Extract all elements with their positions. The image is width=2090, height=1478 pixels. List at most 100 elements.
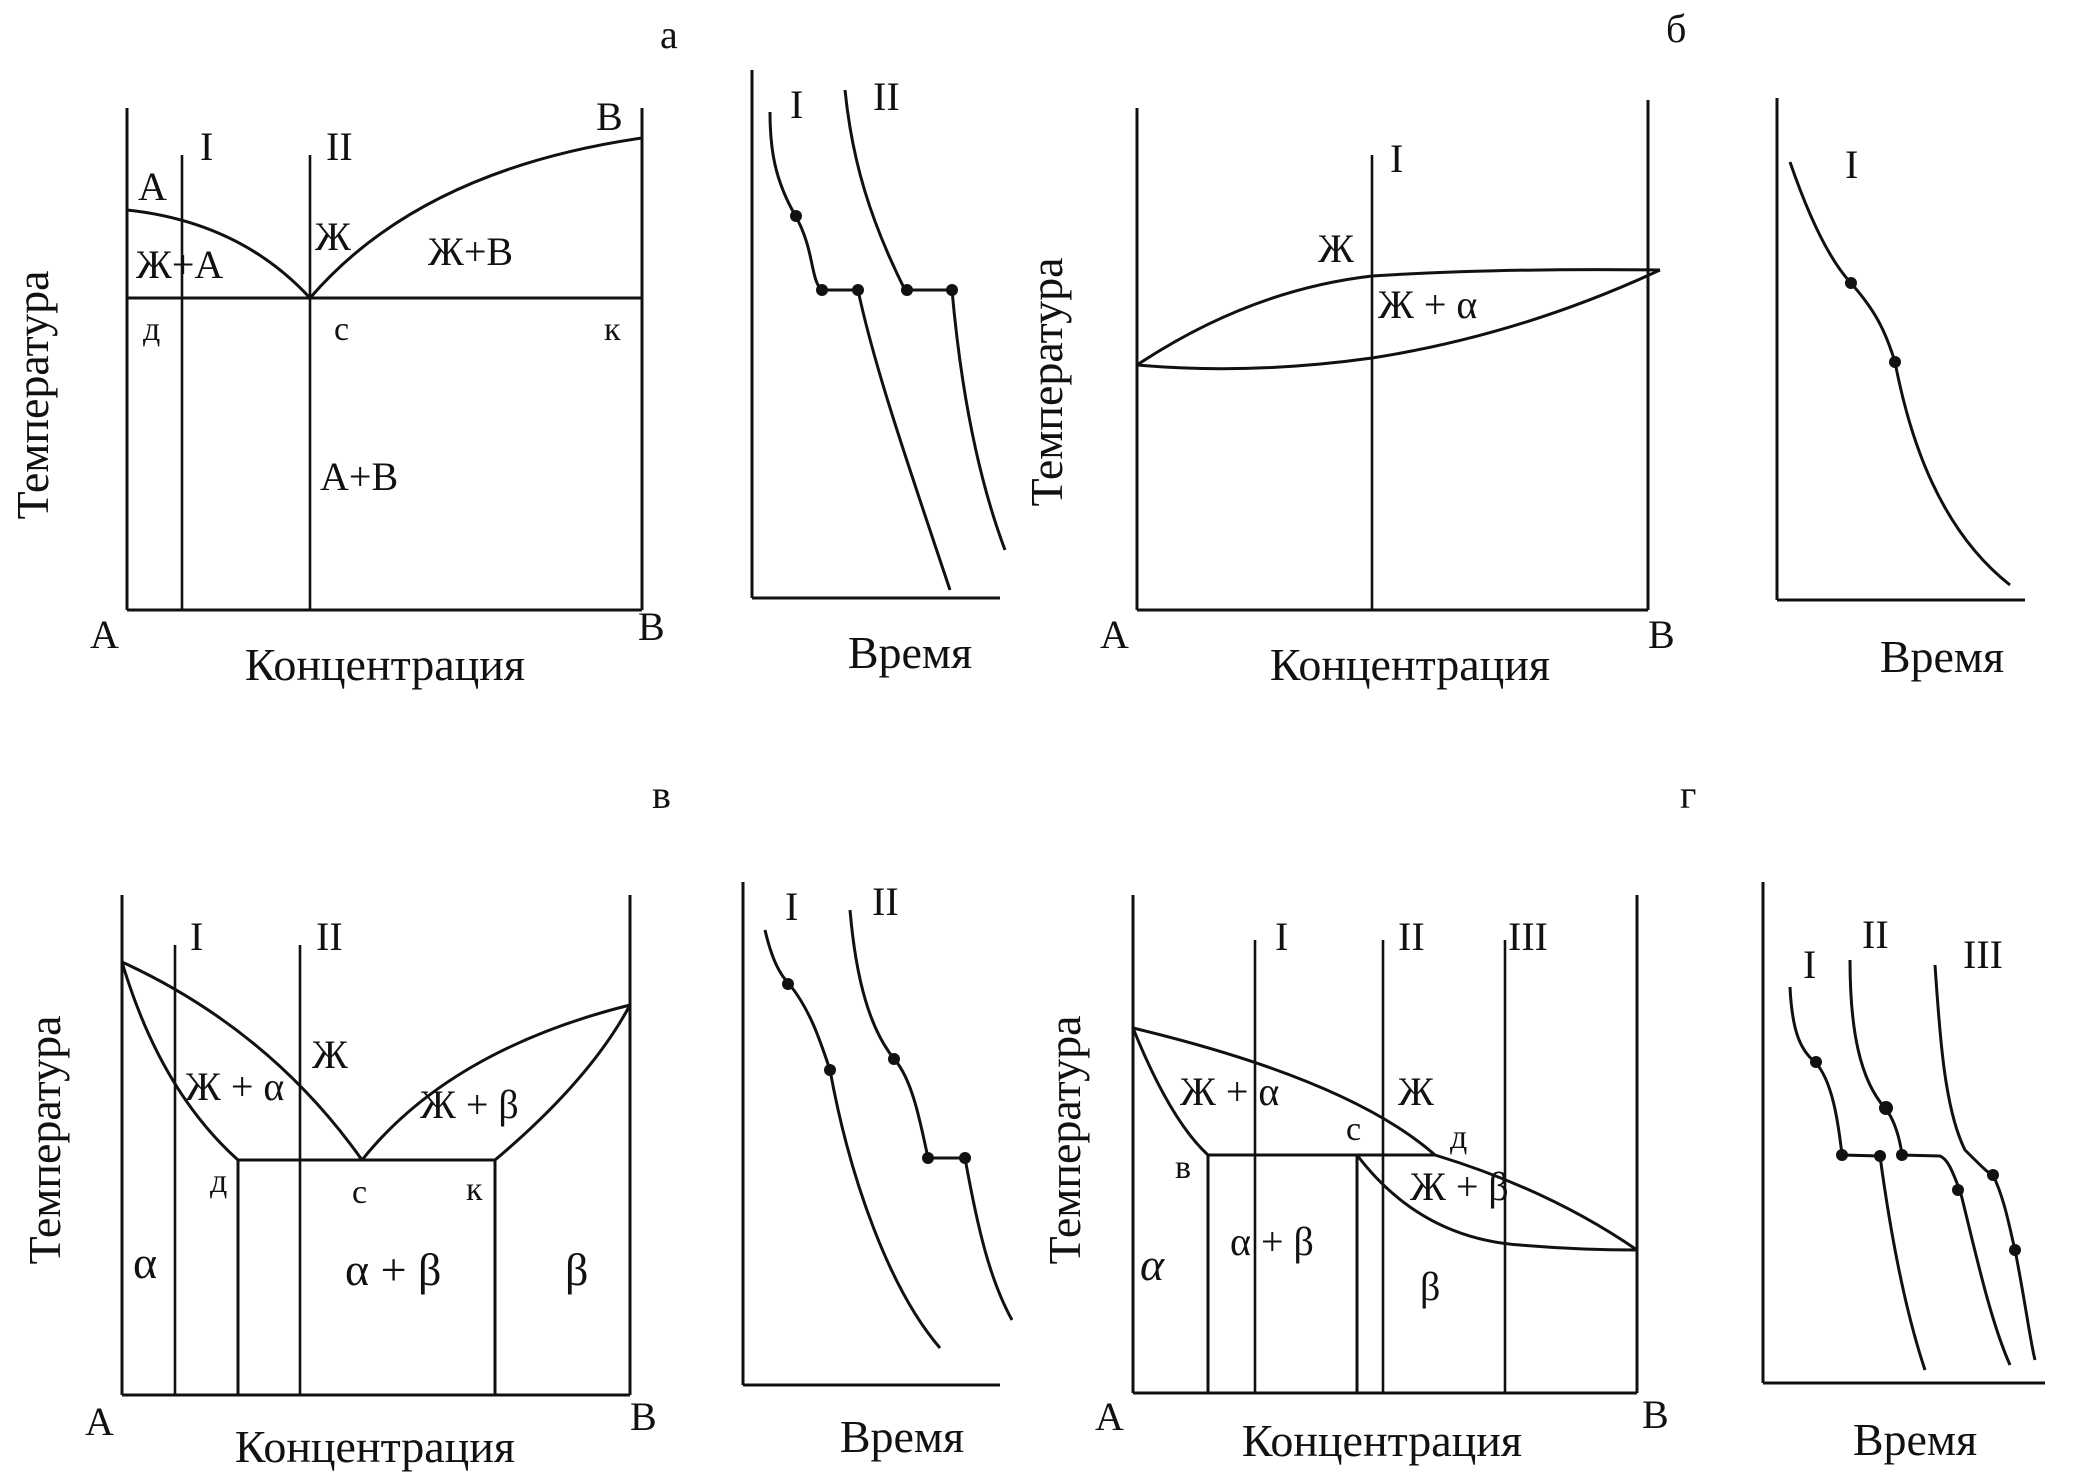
panel-b-cooling-curves: I Время [1775, 98, 2025, 682]
curve-I-plateau-start [816, 284, 828, 296]
panel-a-alloy-I-label: I [200, 124, 213, 169]
panel-v: в Температура Концентрация A B I II Ж Ж … [19, 772, 1014, 1472]
liquidus-left [126, 208, 312, 300]
panel-b-x-left: A [1100, 612, 1129, 657]
cooling-curve-I [768, 111, 952, 591]
panel-v-region-liquid-beta: Ж + β [420, 1082, 519, 1127]
panel-v-x-left: A [85, 1399, 114, 1444]
panel-a-region-liquid-b: Ж+В [428, 229, 513, 274]
curve-I-liquidus-point [1810, 1056, 1822, 1068]
solidus-left [120, 961, 240, 1162]
panel-a-letter: а [660, 12, 678, 57]
panel-g-curve-II-label: II [1862, 912, 1889, 957]
cooling-curve-I [763, 929, 942, 1349]
panel-v-region-alpha: α [133, 1237, 157, 1288]
panel-g-alloy-III-label: III [1508, 914, 1548, 959]
panel-v-region-liquid-alpha: Ж + α [185, 1064, 284, 1109]
panel-a-point-d: д [143, 311, 160, 348]
panel-v-alloy-I-label: I [190, 914, 203, 959]
panel-b-curve-I-label: I [1845, 142, 1858, 187]
panel-v-ylabel: Температура [19, 1015, 70, 1264]
panel-g-curve-III-label: III [1963, 932, 2003, 977]
panel-a-curve-I-label: I [790, 82, 803, 127]
panel-a-xlabel: Концентрация [245, 639, 525, 690]
cooling-curve-II [1848, 959, 2012, 1366]
panel-a-ylabel: Температура [7, 270, 58, 519]
solidus-right [494, 1004, 632, 1162]
panel-b-region-liquid: Ж [1318, 226, 1354, 271]
panel-a-region-liquid-a: Ж+А [136, 242, 223, 287]
panel-g-point-c: с [1346, 1111, 1361, 1148]
panel-b-region-two-phase: Ж + α [1378, 282, 1477, 327]
curve-I-plateau-end [852, 284, 864, 296]
panel-g-x-left: A [1095, 1394, 1124, 1439]
panel-a-cooling-curves: I II Время [750, 70, 1007, 678]
panel-a-x-left: A [90, 612, 119, 657]
curve-I-liquidus-point [782, 978, 794, 990]
panel-a-region-liquid: Ж [315, 214, 351, 259]
panel-v-point-d: д [210, 1163, 227, 1200]
cooling-curve-II [843, 89, 1007, 551]
panel-g-region-beta: β [1420, 1264, 1440, 1309]
curve-I-plateau-end [1874, 1150, 1886, 1162]
solidus-alpha [1131, 1027, 1210, 1157]
panel-a-time-label: Время [848, 627, 972, 678]
liquidus-right [360, 1003, 631, 1161]
curve-II-plateau-start [922, 1152, 934, 1164]
panel-a-top-left: A [138, 164, 167, 209]
panel-g-alloy-II-label: II [1398, 914, 1425, 959]
panel-b-alloy-I-label: I [1390, 136, 1403, 181]
panel-b: б Температура Концентрация A B I Ж Ж + α… [1021, 6, 2025, 690]
panel-a-top-right: B [596, 94, 623, 139]
panel-v-time-label: Время [840, 1411, 964, 1462]
panel-g-point-d: д [1450, 1119, 1467, 1156]
panel-b-phase-diagram: Температура Концентрация A B I Ж Ж + α [1021, 100, 1675, 690]
panel-v-point-c: с [352, 1174, 367, 1211]
panel-b-x-right: B [1648, 612, 1675, 657]
panel-v-x-right: B [630, 1394, 657, 1439]
panel-g-xlabel: Концентрация [1242, 1415, 1522, 1466]
panel-a-region-solid: A+B [320, 454, 398, 499]
panel-g-ylabel: Температура [1039, 1015, 1090, 1264]
curve-II-liquidus-point [1879, 1101, 1893, 1115]
curve-I-solidus-point [1889, 356, 1901, 368]
panel-v-region-liquid: Ж [312, 1032, 348, 1077]
panel-b-xlabel: Концентрация [1270, 639, 1550, 690]
curve-I-liquidus-point [1845, 277, 1857, 289]
panel-g-x-right: B [1642, 1392, 1669, 1437]
curve-I-solidus-point [824, 1064, 836, 1076]
panel-b-letter: б [1666, 6, 1686, 51]
panel-v-point-k: к [466, 1171, 483, 1208]
panel-g-cooling-curves: I II III Время [1761, 882, 2045, 1465]
panel-g-curve-I-label: I [1803, 942, 1816, 987]
curve-II-plateau-end [946, 284, 958, 296]
cooling-curve-III [1933, 964, 2037, 1361]
panel-v-region-alpha-beta: α + β [345, 1244, 441, 1295]
panel-v-curve-I-label: I [785, 884, 798, 929]
liquidus [1136, 268, 1661, 367]
panel-a-x-right: B [638, 604, 665, 649]
curve-III-liquidus-point [1987, 1169, 1999, 1181]
panel-g-region-liquid-alpha: Ж + α [1180, 1069, 1279, 1114]
panel-v-cooling-curves: I II Время [741, 879, 1014, 1462]
panel-g-region-alpha-beta: α + β [1230, 1219, 1314, 1264]
panel-g-alloy-I-label: I [1275, 914, 1288, 959]
panel-b-time-label: Время [1880, 631, 2004, 682]
panel-a-curve-II-label: II [873, 74, 900, 119]
liquidus [1132, 1026, 1638, 1252]
liquidus-left [121, 960, 364, 1161]
panel-b-ylabel: Температура [1021, 257, 1072, 506]
panel-v-region-beta: β [565, 1244, 588, 1295]
panel-a-point-k: к [604, 311, 621, 348]
panel-g: г Температура Концентрация A B I II III … [1039, 772, 2045, 1466]
cooling-curve-I [1788, 986, 1927, 1371]
panel-g-region-liquid-beta: Ж + β [1410, 1164, 1509, 1209]
solidus-beta [1355, 1154, 1638, 1252]
panel-g-point-v: в [1175, 1149, 1191, 1186]
panel-g-region-liquid: Ж [1398, 1069, 1434, 1114]
curve-II-solidus-point [1952, 1184, 1964, 1196]
panel-v-alloy-II-label: II [316, 914, 343, 959]
panel-a-alloy-II-label: II [326, 124, 353, 169]
